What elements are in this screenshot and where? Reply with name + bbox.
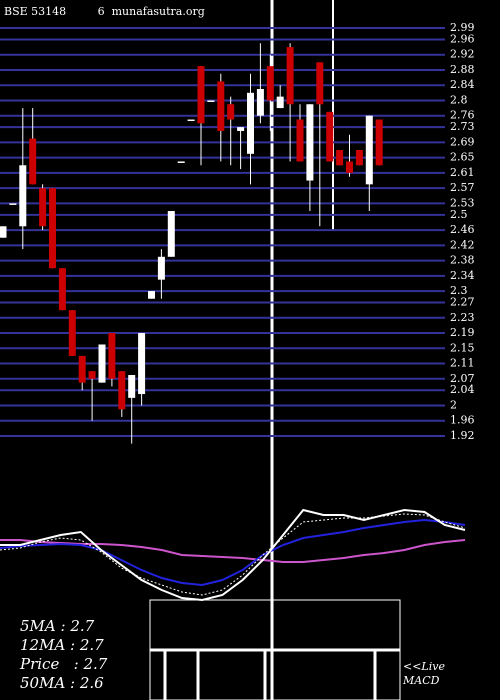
y-tick-label: 2.96 [450, 32, 475, 45]
y-tick-label: 2.92 [450, 48, 475, 61]
candle-body [29, 138, 37, 185]
y-tick-label: 2.07 [450, 372, 475, 385]
y-tick-label: 2.3 [450, 284, 468, 297]
candle-body [316, 62, 324, 105]
y-tick-label: 2.57 [450, 181, 475, 194]
y-tick-label: 2.76 [450, 109, 475, 122]
indicator-line [0, 518, 466, 587]
y-tick-label: 2 [450, 398, 457, 411]
y-tick-label: 2.5 [450, 208, 468, 221]
candle-body [247, 92, 254, 154]
candle-body [296, 119, 304, 162]
macd-label: MACD [402, 674, 440, 687]
y-tick-label: 2.42 [450, 238, 475, 251]
candle-body [108, 333, 116, 379]
y-tick-label: 2.8 [450, 93, 468, 106]
candle-body [157, 256, 165, 280]
candle-body [98, 344, 106, 383]
candle-body [78, 355, 86, 383]
candle-body [187, 119, 195, 122]
candle-body [276, 96, 284, 109]
y-tick-label: 1.96 [450, 414, 475, 427]
candle-body [58, 268, 66, 311]
indicator-line [0, 508, 466, 602]
candle-body [365, 115, 373, 185]
candle-body [286, 47, 294, 105]
ma-label: 50MA : 2.6 [20, 674, 104, 692]
candle-body [207, 100, 215, 102]
y-tick-label: 2.73 [450, 120, 475, 133]
candle-body [49, 188, 56, 269]
candle-body [227, 104, 235, 120]
candle-body [88, 371, 96, 379]
candle-body [375, 119, 383, 166]
macd-bars [150, 648, 400, 700]
y-tick-label: 2.61 [450, 166, 475, 179]
y-tick-label: 2.38 [450, 254, 475, 267]
candle-body [19, 165, 27, 227]
candle-body [148, 291, 155, 299]
y-tick-label: 2.23 [450, 311, 475, 324]
y-tick-label: 2.11 [450, 357, 475, 370]
y-tick-label: 2.53 [450, 196, 475, 209]
y-tick-label: 2.84 [450, 78, 475, 91]
indicator-line [0, 513, 466, 596]
candle-body [217, 81, 225, 131]
y-tick-label: 2.04 [450, 383, 475, 396]
candle-body [306, 104, 314, 181]
candle-body [128, 374, 136, 398]
ma-label: Price : 2.7 [19, 655, 108, 673]
y-tick-label: 2.27 [450, 296, 475, 309]
candle-body [266, 66, 274, 101]
indicator-line [0, 539, 466, 563]
candle-body [0, 226, 7, 238]
y-tick-label: 2.46 [450, 223, 475, 236]
candle-body [346, 161, 353, 173]
ma-label: 5MA : 2.7 [20, 617, 95, 635]
candle-body [118, 371, 126, 410]
y-tick-label: 2.34 [450, 269, 475, 282]
y-tick-label: 1.92 [450, 429, 475, 442]
macd-label: <<Live [403, 660, 445, 673]
chart-title: BSE 53148 6 munafasutra.org [4, 5, 205, 18]
y-tick-label: 2.19 [450, 326, 475, 339]
candle-body [138, 333, 146, 395]
candle-body [336, 150, 344, 166]
candle-body [9, 203, 17, 205]
candle-body [197, 66, 205, 124]
candle-body [237, 127, 245, 131]
candle-body [39, 188, 47, 227]
candle-body [177, 161, 185, 163]
candle-body [326, 111, 334, 162]
y-tick-label: 2.99 [450, 21, 475, 34]
y-tick-label: 2.69 [450, 135, 475, 148]
y-tick-label: 2.15 [450, 341, 475, 354]
ma-label: 12MA : 2.7 [20, 636, 104, 654]
candle-body [355, 150, 363, 166]
candle-body [68, 310, 76, 356]
candle-body [167, 211, 175, 257]
candle-body [256, 89, 264, 116]
y-tick-label: 2.65 [450, 151, 475, 164]
y-tick-label: 2.88 [450, 63, 475, 76]
